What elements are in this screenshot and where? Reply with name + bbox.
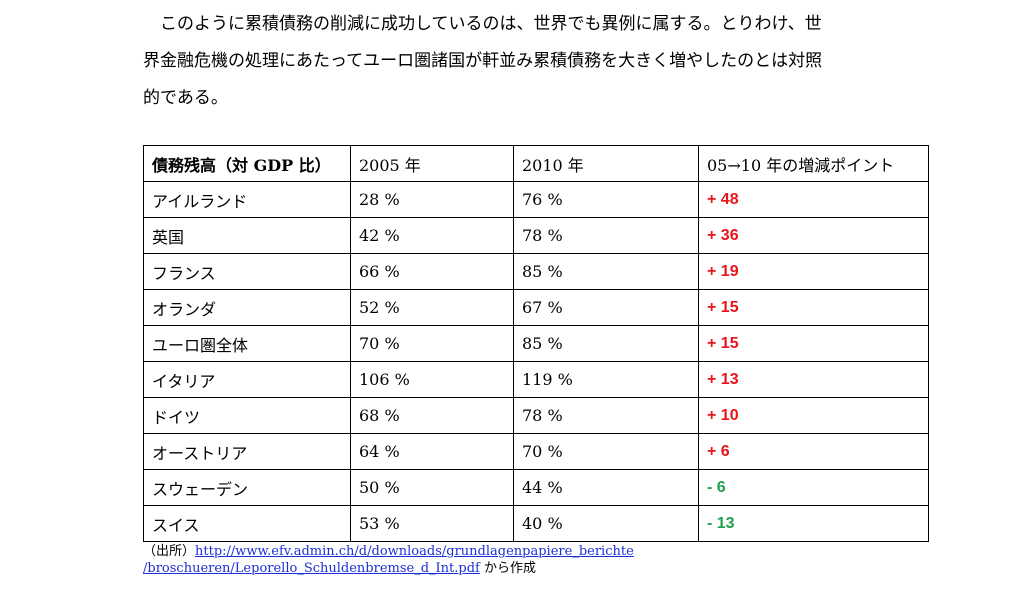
change-cell: - 6 xyxy=(698,469,929,506)
value-2005-cell: 53 % xyxy=(350,505,514,542)
table-row: スウェーデン 50 % 44 % - 6 xyxy=(143,469,929,506)
debt-ratio-table: 債務残高（対 GDP 比） 2005 年 2010 年 05→10 年の増減ポイ… xyxy=(143,145,929,542)
table-row: ユーロ圏全体 70 % 85 % + 15 xyxy=(143,325,929,362)
source-prefix: （出所） xyxy=(143,544,196,559)
table-row: 英国 42 % 78 % + 36 xyxy=(143,217,929,254)
value-2010-cell: 44 % xyxy=(513,469,699,506)
change-cell: + 15 xyxy=(698,289,929,326)
country-cell: イタリア xyxy=(143,361,351,398)
value-2005-cell: 42 % xyxy=(350,217,514,254)
header-2005: 2005 年 xyxy=(350,145,514,182)
source-line: （出所）http://www.efv.admin.ch/d/downloads/… xyxy=(143,543,634,560)
value-2010-cell: 67 % xyxy=(513,289,699,326)
value-2005-cell: 66 % xyxy=(350,253,514,290)
table-row: フランス 66 % 85 % + 19 xyxy=(143,253,929,290)
change-cell: + 10 xyxy=(698,397,929,434)
table-row: オランダ 52 % 67 % + 15 xyxy=(143,289,929,326)
change-cell: + 15 xyxy=(698,325,929,362)
value-2005-cell: 52 % xyxy=(350,289,514,326)
value-2005-cell: 28 % xyxy=(350,181,514,218)
country-cell: オランダ xyxy=(143,289,351,326)
paragraph-line: 的である。 xyxy=(143,88,228,108)
change-cell: - 13 xyxy=(698,505,929,542)
country-cell: スイス xyxy=(143,505,351,542)
paragraph-line: このように累積債務の削減に成功しているのは、世界でも異例に属する。とりわけ、世 xyxy=(160,14,822,34)
country-cell: フランス xyxy=(143,253,351,290)
change-cell: + 48 xyxy=(698,181,929,218)
table-row: スイス 53 % 40 % - 13 xyxy=(143,505,929,542)
table-body: アイルランド 28 % 76 % + 48 英国 42 % 78 % + 36 … xyxy=(143,181,929,542)
country-cell: スウェーデン xyxy=(143,469,351,506)
table-row: オーストリア 64 % 70 % + 6 xyxy=(143,433,929,470)
country-cell: アイルランド xyxy=(143,181,351,218)
value-2010-cell: 85 % xyxy=(513,325,699,362)
value-2005-cell: 50 % xyxy=(350,469,514,506)
source-link[interactable]: /broschueren/Leporello_Schuldenbremse_d_… xyxy=(143,561,480,576)
country-cell: オーストリア xyxy=(143,433,351,470)
country-cell: ドイツ xyxy=(143,397,351,434)
change-cell: + 36 xyxy=(698,217,929,254)
value-2005-cell: 70 % xyxy=(350,325,514,362)
source-note: （出所）http://www.efv.admin.ch/d/downloads/… xyxy=(143,543,634,577)
table-row: ドイツ 68 % 78 % + 10 xyxy=(143,397,929,434)
value-2010-cell: 70 % xyxy=(513,433,699,470)
value-2010-cell: 40 % xyxy=(513,505,699,542)
value-2005-cell: 106 % xyxy=(350,361,514,398)
source-line: /broschueren/Leporello_Schuldenbremse_d_… xyxy=(143,560,634,577)
value-2005-cell: 64 % xyxy=(350,433,514,470)
country-cell: 英国 xyxy=(143,217,351,254)
change-cell: + 19 xyxy=(698,253,929,290)
source-suffix: から作成 xyxy=(479,561,536,576)
table-row: アイルランド 28 % 76 % + 48 xyxy=(143,181,929,218)
body-paragraph: このように累積債務の削減に成功しているのは、世界でも異例に属する。とりわけ、世 … xyxy=(143,6,943,117)
header-change: 05→10 年の増減ポイント xyxy=(698,145,929,182)
value-2010-cell: 85 % xyxy=(513,253,699,290)
source-link[interactable]: http://www.efv.admin.ch/d/downloads/grun… xyxy=(195,544,634,559)
table-row: イタリア 106 % 119 % + 13 xyxy=(143,361,929,398)
table-header-row: 債務残高（対 GDP 比） 2005 年 2010 年 05→10 年の増減ポイ… xyxy=(143,145,929,182)
value-2010-cell: 78 % xyxy=(513,397,699,434)
header-debt-ratio: 債務残高（対 GDP 比） xyxy=(143,145,351,182)
paragraph-line: 界金融危機の処理にあたってユーロ圏諸国が軒並み累積債務を大きく増やしたのとは対照 xyxy=(143,51,823,71)
country-cell: ユーロ圏全体 xyxy=(143,325,351,362)
value-2010-cell: 76 % xyxy=(513,181,699,218)
change-cell: + 6 xyxy=(698,433,929,470)
change-cell: + 13 xyxy=(698,361,929,398)
header-2010: 2010 年 xyxy=(513,145,699,182)
value-2005-cell: 68 % xyxy=(350,397,514,434)
value-2010-cell: 119 % xyxy=(513,361,699,398)
value-2010-cell: 78 % xyxy=(513,217,699,254)
